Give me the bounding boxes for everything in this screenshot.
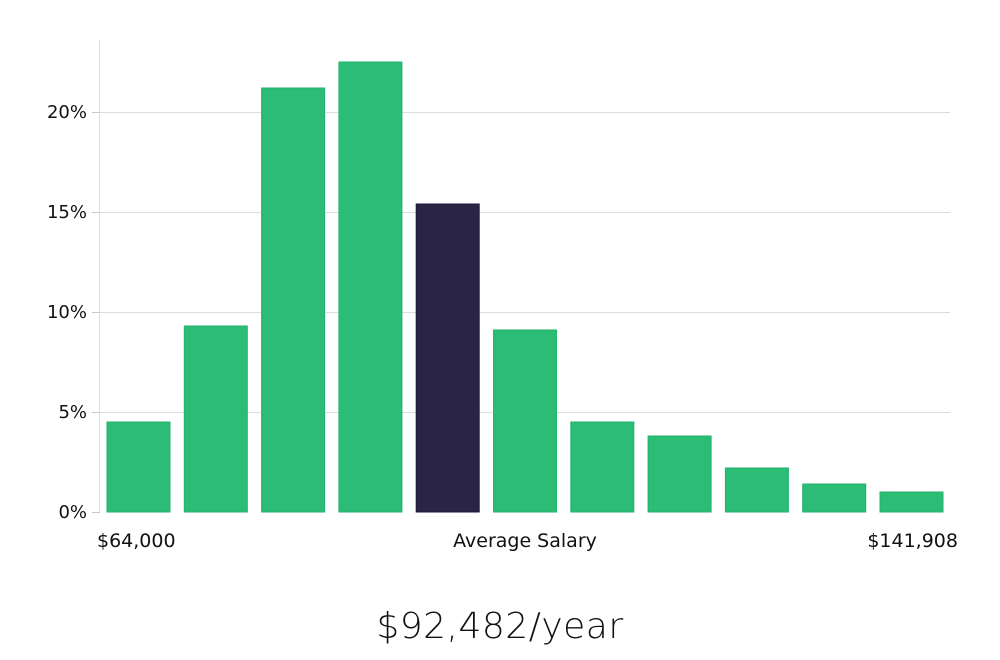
bar <box>261 87 326 513</box>
bar <box>183 325 248 513</box>
y-tick-label: 20% <box>47 102 87 123</box>
bar <box>106 421 171 513</box>
y-axis-ticks: 0% 5% 10% 15% 20% <box>47 102 100 523</box>
salary-histogram: 0% 5% 10% 15% 20% $64,000 Average Salary $14… <box>47 40 958 552</box>
bar <box>802 483 867 513</box>
y-tick-label: 10% <box>47 302 87 323</box>
x-min-label: $64,000 <box>97 530 176 552</box>
bar <box>338 61 403 513</box>
average-salary-headline: $92,482/year <box>376 606 624 647</box>
y-tick-label: 5% <box>58 402 87 423</box>
bar-average <box>415 203 480 513</box>
y-tick-label: 0% <box>58 502 87 523</box>
x-center-label: Average Salary <box>453 530 597 552</box>
bar <box>879 491 944 513</box>
y-tick-label: 15% <box>47 202 87 223</box>
bar <box>493 329 557 513</box>
bars <box>106 61 944 513</box>
x-max-label: $141,908 <box>867 530 958 552</box>
bar <box>724 467 789 513</box>
bar <box>570 421 635 513</box>
bar <box>647 435 712 513</box>
